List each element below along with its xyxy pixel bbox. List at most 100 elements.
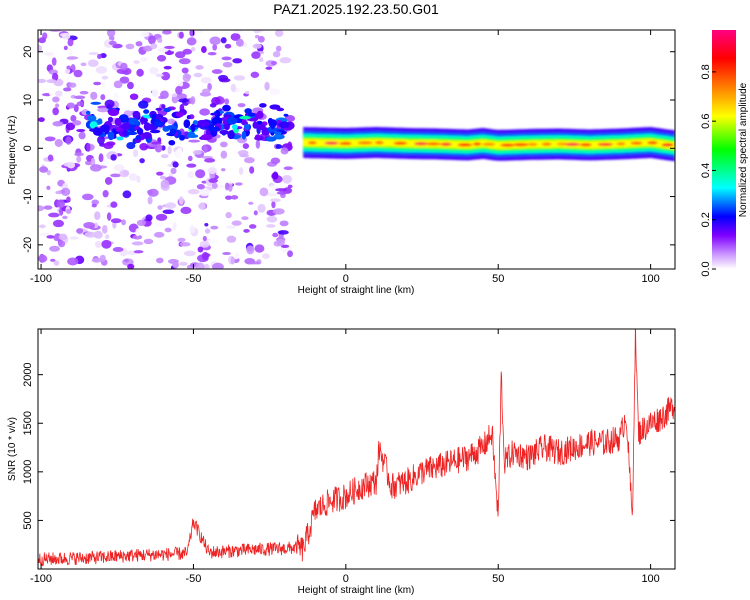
spectrogram-noise-cell	[175, 80, 184, 88]
spectrogram-noise-cell	[67, 257, 79, 266]
spectrogram-noise-cell	[38, 205, 45, 212]
spectrogram-noise-band-cell	[186, 115, 191, 120]
spectrogram-noise-band-cell	[283, 113, 289, 117]
spectrogram-noise-cell	[196, 30, 203, 34]
spectrogram-noise-band-cell	[107, 108, 120, 117]
spectrogram-noise-cell	[157, 205, 163, 210]
spectrogram-y-tick-label: -20	[22, 237, 34, 253]
spectrogram-noise-cell	[60, 187, 71, 196]
spectrogram-noise-band-cell	[149, 129, 161, 134]
spectrogram-noise-cell	[66, 65, 71, 70]
spectrogram-noise-cell	[220, 37, 227, 44]
spectrogram-noise-cell	[208, 239, 219, 244]
spectrogram-noise-band-cell	[257, 124, 266, 130]
spectrogram-noise-band-cell	[116, 136, 124, 141]
spectrogram-y-label: Frequency (Hz)	[7, 116, 18, 185]
spectrogram-noise-cell	[242, 143, 250, 149]
spectrogram-noise-cell	[132, 149, 139, 158]
spectrogram-noise-cell	[201, 46, 207, 54]
spectrogram-noise-cell	[113, 80, 123, 89]
spectrogram-noise-cell	[110, 173, 122, 178]
spectrogram-noise-band-cell	[243, 123, 250, 131]
spectrogram-noise-cell	[149, 67, 159, 75]
spectrogram-noise-cell	[101, 75, 109, 80]
spectrogram-noise-cell	[160, 71, 171, 81]
spectrogram-noise-cell	[53, 235, 60, 242]
spectrogram-noise-cell	[93, 222, 99, 229]
spectrogram-ridge-peak	[527, 142, 538, 146]
spectrogram-noise-band-cell	[241, 130, 247, 140]
spectrogram-noise-band-cell	[107, 116, 114, 123]
spectrogram-noise-cell	[202, 235, 207, 242]
spectrogram-noise-cell	[203, 263, 210, 269]
spectrogram-noise-cell	[178, 58, 191, 65]
spectrogram-noise-cell	[61, 32, 71, 40]
spectrogram-noise-band-cell	[151, 113, 156, 122]
spectrogram-noise-cell	[287, 250, 293, 258]
spectrogram-noise-band-cell	[87, 115, 97, 122]
spectrogram-ridge-peak	[579, 143, 592, 147]
spectrogram-noise-cell	[179, 261, 188, 266]
spectrogram-noise-cell	[85, 160, 93, 166]
spectrogram-noise-cell	[76, 101, 84, 107]
snr-y-label: SNR (10 * v/v)	[7, 417, 18, 481]
spectrogram-noise-cell	[199, 240, 210, 248]
snr-x-label: Height of straight line (km)	[298, 585, 415, 596]
spectrogram-noise-cell	[133, 250, 144, 254]
spectrogram-noise-cell	[70, 115, 77, 122]
spectrogram-noise-cell	[259, 187, 269, 197]
spectrogram-noise-cell	[180, 206, 192, 215]
spectrogram-noise-cell	[127, 81, 134, 90]
spectrogram-noise-band-cell	[168, 139, 176, 146]
spectrogram-noise-cell	[43, 205, 53, 210]
spectrogram-noise-band-cell	[142, 132, 152, 140]
spectrogram-noise-cell	[68, 82, 77, 88]
spectrogram-noise-cell	[207, 82, 212, 91]
spectrogram-noise-cell	[204, 228, 211, 234]
spectrogram-noise-cell	[212, 262, 224, 269]
spectrogram-noise-band-cell	[126, 131, 138, 136]
spectrogram-noise-cell	[162, 209, 175, 215]
spectrogram-noise-cell	[218, 78, 231, 83]
spectrogram-noise-cell	[163, 65, 172, 70]
spectrogram-noise-cell	[38, 37, 46, 44]
spectrogram-noise-cell	[46, 79, 57, 84]
snr-x-tick-label: -100	[30, 573, 52, 585]
spectrogram-noise-cell	[235, 38, 244, 47]
spectrogram-noise-cell	[108, 40, 117, 46]
spectrogram-noise-cell	[157, 37, 163, 43]
spectrogram-noise-cell	[121, 219, 126, 226]
spectrogram-noise-cell	[49, 90, 57, 97]
snr-y-tick-label: 2000	[22, 362, 34, 386]
spectrogram-noise-cell	[94, 211, 101, 221]
spectrogram-noise-cell	[67, 38, 74, 47]
spectrogram-noise-band-cell	[132, 110, 141, 119]
spectrogram-noise-cell	[220, 150, 228, 159]
spectrogram-noise-cell	[102, 189, 109, 198]
spectrogram-noise-cell	[276, 191, 288, 195]
spectrogram-noise-cell	[91, 257, 103, 263]
spectrogram-noise-cell	[56, 199, 65, 209]
spectrogram-noise-cell	[76, 155, 82, 163]
spectrogram-noise-cell	[66, 56, 79, 60]
spectrogram-noise-cell	[232, 30, 243, 34]
spectrogram-noise-cell	[112, 246, 124, 253]
snr-x-ticks: -100 -50 0 50 100	[30, 329, 660, 585]
spectrogram-noise-cell	[88, 51, 99, 56]
spectrogram-noise-cell	[39, 166, 49, 173]
spectrogram-noise-band-cell	[122, 129, 129, 137]
spectrogram-ridge-peak	[393, 141, 408, 145]
spectrogram-noise-band-cell	[226, 117, 238, 125]
spectrogram-noise-cell	[279, 57, 292, 64]
spectrogram-noise-cell	[195, 65, 204, 70]
colorbar-label: Normalized spectral amplitude	[738, 82, 749, 217]
spectrogram-noise-cell	[126, 141, 136, 150]
spectrogram-noise-cell	[179, 241, 191, 247]
spectrogram-noise-cell	[275, 59, 281, 67]
spectrogram-y-tick-label: -10	[22, 189, 34, 205]
spectrogram-noise-cell	[224, 43, 232, 49]
spectrogram-noise-band-cell	[192, 120, 199, 126]
spectrogram-noise-band-cell	[128, 117, 139, 125]
spectrogram-noise-cell	[172, 261, 180, 268]
